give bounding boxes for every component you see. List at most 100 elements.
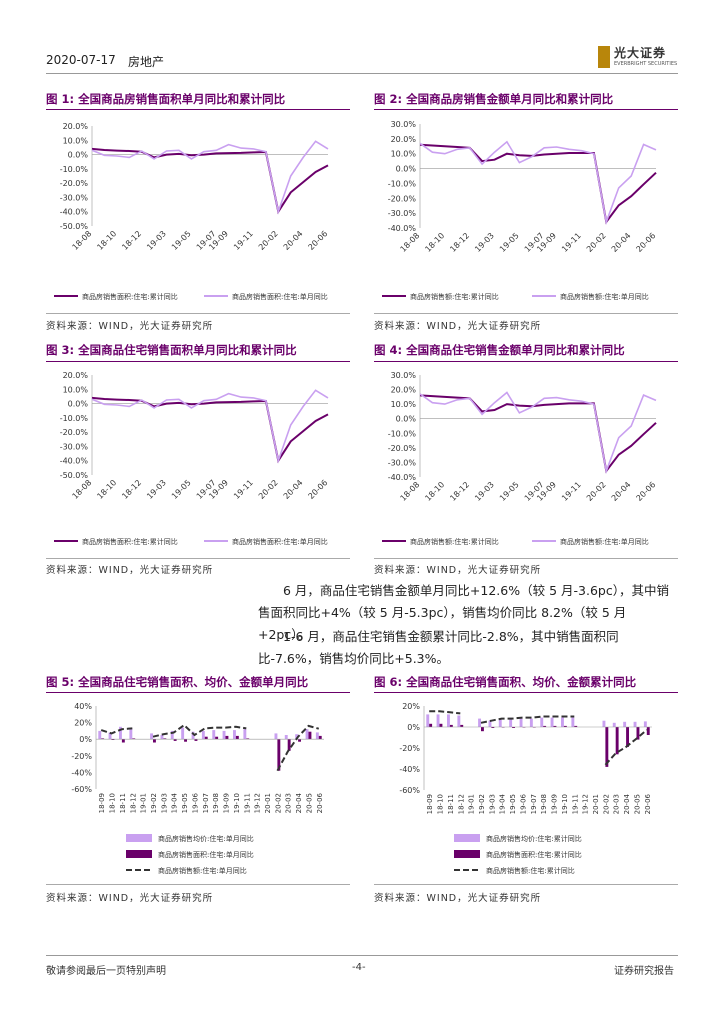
x-tick-label: 18-09 (426, 794, 434, 814)
bar (478, 718, 481, 727)
x-tick-label: 20-06 (635, 231, 658, 254)
bar (222, 730, 226, 740)
y-tick-label: -30.0% (60, 193, 89, 202)
legend-label: 商品房销售面积:住宅:单月同比 (232, 292, 328, 301)
x-tick-label: 19-01 (140, 793, 148, 813)
figure-2-chart: 30.0% 20.0% 10.0% 0.0% -10.0% -20.0% -30.0% -40… (382, 120, 658, 301)
figure-3-source-rule (46, 558, 350, 559)
figure-3-title: 图 3: 全国商品住宅销售面积单月同比和累计同比 (46, 343, 297, 357)
x-tick-label: 19-05 (170, 478, 193, 501)
y-tick-label: -40.0% (60, 457, 89, 466)
x-tick-label: 18-11 (447, 794, 455, 814)
x-tick-label: 19-05 (181, 793, 189, 813)
bar (612, 722, 616, 727)
x-tick-label: 19-08 (212, 793, 220, 813)
legend-label: 商品房销售额:住宅:累计同比 (410, 292, 499, 301)
x-tick-label: 19-06 (519, 793, 527, 814)
bar (447, 714, 450, 727)
y-tick-label: -10.0% (60, 165, 89, 174)
bar (439, 723, 443, 727)
series-line (604, 729, 648, 766)
x-tick-label: 20-02 (585, 480, 608, 503)
figure-4-chart: 30.0% 20.0% 10.0% 0.0% -10.0% -20.0% -30.0% -40… (382, 371, 658, 546)
figure-2-source-rule (374, 313, 678, 314)
y-tick-label: 30.0% (391, 120, 417, 129)
x-tick-label: 19-03 (160, 793, 168, 813)
x-tick-label: 18-12 (120, 229, 143, 252)
x-tick-label: 19-07 (530, 794, 538, 814)
x-tick-label: 20-06 (635, 480, 658, 503)
x-tick-label: 19-08 (540, 794, 548, 814)
figure-4-source: 资料来源：WIND，光大证券研究所 (374, 565, 542, 576)
bar (498, 718, 502, 727)
series-line (91, 147, 329, 215)
x-tick-label: 19-05 (498, 231, 521, 254)
y-tick-label: -30.0% (60, 442, 89, 451)
bar (436, 714, 440, 727)
x-tick-label: 19-10 (561, 794, 569, 814)
bar (643, 721, 647, 727)
figure-3-rule (46, 361, 350, 362)
bar (305, 729, 309, 740)
x-tick-label: 20-04 (282, 229, 305, 252)
bar (615, 727, 619, 755)
x-tick-label: 19-12 (582, 794, 590, 814)
x-tick-label: 18-10 (95, 229, 118, 252)
x-tick-label: 20-05 (305, 793, 313, 813)
figure-1-title: 图 1: 全国商品房销售面积单月同比和累计同比 (46, 92, 286, 106)
x-tick-label: 19-06 (191, 792, 199, 813)
x-tick-label: 18-10 (423, 231, 446, 254)
footer-page-number: -4- (352, 962, 366, 973)
bar (509, 717, 513, 727)
bar (543, 725, 547, 727)
x-tick-label: 18-11 (119, 793, 127, 813)
figure-6-source-rule (374, 884, 678, 885)
legend-label: 商品房销售面积:住宅:累计同比 (82, 292, 178, 301)
series-line (91, 396, 329, 464)
legend-label: 商品房销售额:住宅:累计同比 (486, 866, 575, 875)
x-tick-label: 19-05 (170, 229, 193, 252)
bar (287, 739, 291, 751)
figure-4-title: 图 4: 全国商品住宅销售金额单月同比和累计同比 (374, 343, 625, 357)
figure-5-chart: 40% 20% 0% -20% -40% -60% 18-09 18-10 18-11 18-12… (71, 702, 324, 875)
bar (550, 717, 554, 727)
series-line (419, 140, 657, 225)
bar (429, 723, 433, 727)
x-tick-label: 19-04 (171, 792, 179, 813)
x-tick-label: 18-08 (399, 480, 422, 503)
company-logo: 光大证券 EVERBRIGHT SECURITIES (598, 44, 684, 72)
x-tick-label: 19-03 (145, 478, 168, 501)
figure-2-source: 资料来源：WIND，光大证券研究所 (374, 321, 542, 332)
paragraph-h1: 1-6 月，商品住宅销售金额累计同比-2.8%，其中销售面积同比-7.6%，销售… (258, 629, 619, 666)
x-tick-label: 20-02 (257, 478, 280, 501)
legend-label: 商品房销售额:住宅:单月同比 (158, 866, 247, 875)
bar (315, 732, 319, 740)
y-tick-label: -20% (399, 744, 420, 753)
bar (519, 718, 523, 727)
bar (605, 727, 609, 767)
bar (170, 730, 174, 740)
x-tick-label: 19-11 (571, 794, 579, 814)
y-tick-label: -20.0% (60, 179, 89, 188)
footer-report-type: 证券研究报告 (614, 966, 674, 977)
bar (571, 717, 575, 727)
logo-en: EVERBRIGHT SECURITIES (614, 61, 678, 67)
figure-2-title: 图 2: 全国商品房销售金额单月同比和累计同比 (374, 92, 614, 106)
x-tick-label: 20-03 (613, 794, 621, 814)
x-tick-label: 20-01 (592, 794, 600, 814)
x-tick-label: 18-10 (437, 794, 445, 814)
y-tick-label: -60% (399, 786, 420, 795)
bar (215, 736, 219, 740)
y-tick-label: -20.0% (388, 194, 417, 203)
figure-1-chart: 20.0% 10.0% 0.0% -10.0% -20.0% -30.0% -40.0% -5… (54, 122, 329, 301)
bar (563, 725, 567, 727)
legend-label: 商品房销售额:住宅:单月同比 (560, 537, 649, 546)
y-tick-label: 10.0% (63, 385, 89, 394)
bar (235, 735, 239, 740)
y-tick-label: 0.0% (396, 415, 417, 424)
y-tick-label: -50.0% (60, 471, 89, 480)
figure-6-rule (374, 692, 678, 693)
legend-swatch (126, 850, 152, 858)
x-tick-label: 20-04 (610, 231, 633, 254)
bar (636, 727, 640, 740)
